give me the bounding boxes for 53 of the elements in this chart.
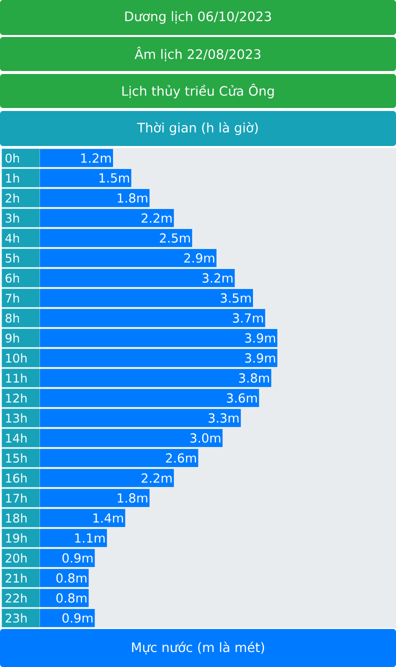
data-label: 0.9m xyxy=(62,553,93,563)
data-label: 3.3m xyxy=(208,413,239,423)
y-tick-label: 13h xyxy=(6,413,27,423)
data-label: 1.8m xyxy=(118,193,148,203)
data-label: 1.2m xyxy=(81,153,111,163)
data-label: 1.8m xyxy=(118,493,148,503)
chart-title: Dương lịch 06/10/2023 xyxy=(125,11,271,24)
y-tick-label: 16h xyxy=(6,473,27,483)
y-tick-label: 23h xyxy=(6,613,27,623)
data-label: 2.9m xyxy=(184,253,214,263)
data-label: 1.1m xyxy=(75,533,105,543)
y-tick-label: 1h xyxy=(6,173,19,183)
data-label: 3.0m xyxy=(190,433,220,443)
data-label: 3.6m xyxy=(226,393,257,403)
y-tick-label: 11h xyxy=(6,373,27,383)
y-tick-label: 3h xyxy=(6,213,19,223)
y-tick-label: 14h xyxy=(6,433,27,443)
chart-subtitle: Âm lịch 22/08/2023 xyxy=(134,46,260,62)
y-tick-label: 21h xyxy=(6,573,27,583)
data-label: 2.2m xyxy=(142,473,172,483)
data-label: 3.2m xyxy=(202,273,232,283)
y-tick-label: 8h xyxy=(6,313,19,323)
y-axis-title: Thời gian (h là giờ) xyxy=(137,122,258,136)
data-label: 3.9m xyxy=(245,353,276,363)
data-label: 0.9m xyxy=(62,613,93,623)
y-tick-label: 12h xyxy=(6,393,27,403)
y-tick-label: 22h xyxy=(6,593,27,603)
y-tick-label: 6h xyxy=(6,273,19,283)
data-label: 0.8m xyxy=(56,593,86,603)
x-axis-title: Mực nước (m là mét) xyxy=(132,642,264,654)
y-tick-label: 7h xyxy=(6,293,19,303)
y-tick-label: 19h xyxy=(6,533,27,543)
data-label: 2.2m xyxy=(142,213,172,223)
y-tick-label: 2h xyxy=(6,193,19,203)
y-tick-label: 10h xyxy=(6,353,27,363)
data-label: 1.5m xyxy=(100,173,130,183)
y-tick-label: 18h xyxy=(6,513,27,523)
data-label: 3.9m xyxy=(245,333,276,343)
y-tick-label: 17h xyxy=(6,493,27,503)
y-tick-label: 9h xyxy=(6,333,19,343)
data-label: 3.5m xyxy=(220,293,251,303)
data-label: 0.8m xyxy=(56,573,86,583)
data-label: 1.4m xyxy=(93,513,123,523)
data-label: 3.7m xyxy=(232,313,263,323)
y-tick-label: 15h xyxy=(6,453,27,463)
y-tick-label: 20h xyxy=(6,553,27,563)
data-label: 3.8m xyxy=(239,373,269,383)
data-label: 2.6m xyxy=(166,453,196,463)
y-tick-label: 5h xyxy=(6,253,19,263)
y-tick-label: 0h xyxy=(6,153,19,163)
text: Lịch thủy triều Cửa Ông xyxy=(122,84,274,98)
data-label: 2.5m xyxy=(160,233,190,243)
y-tick-label: 4h xyxy=(5,233,19,243)
